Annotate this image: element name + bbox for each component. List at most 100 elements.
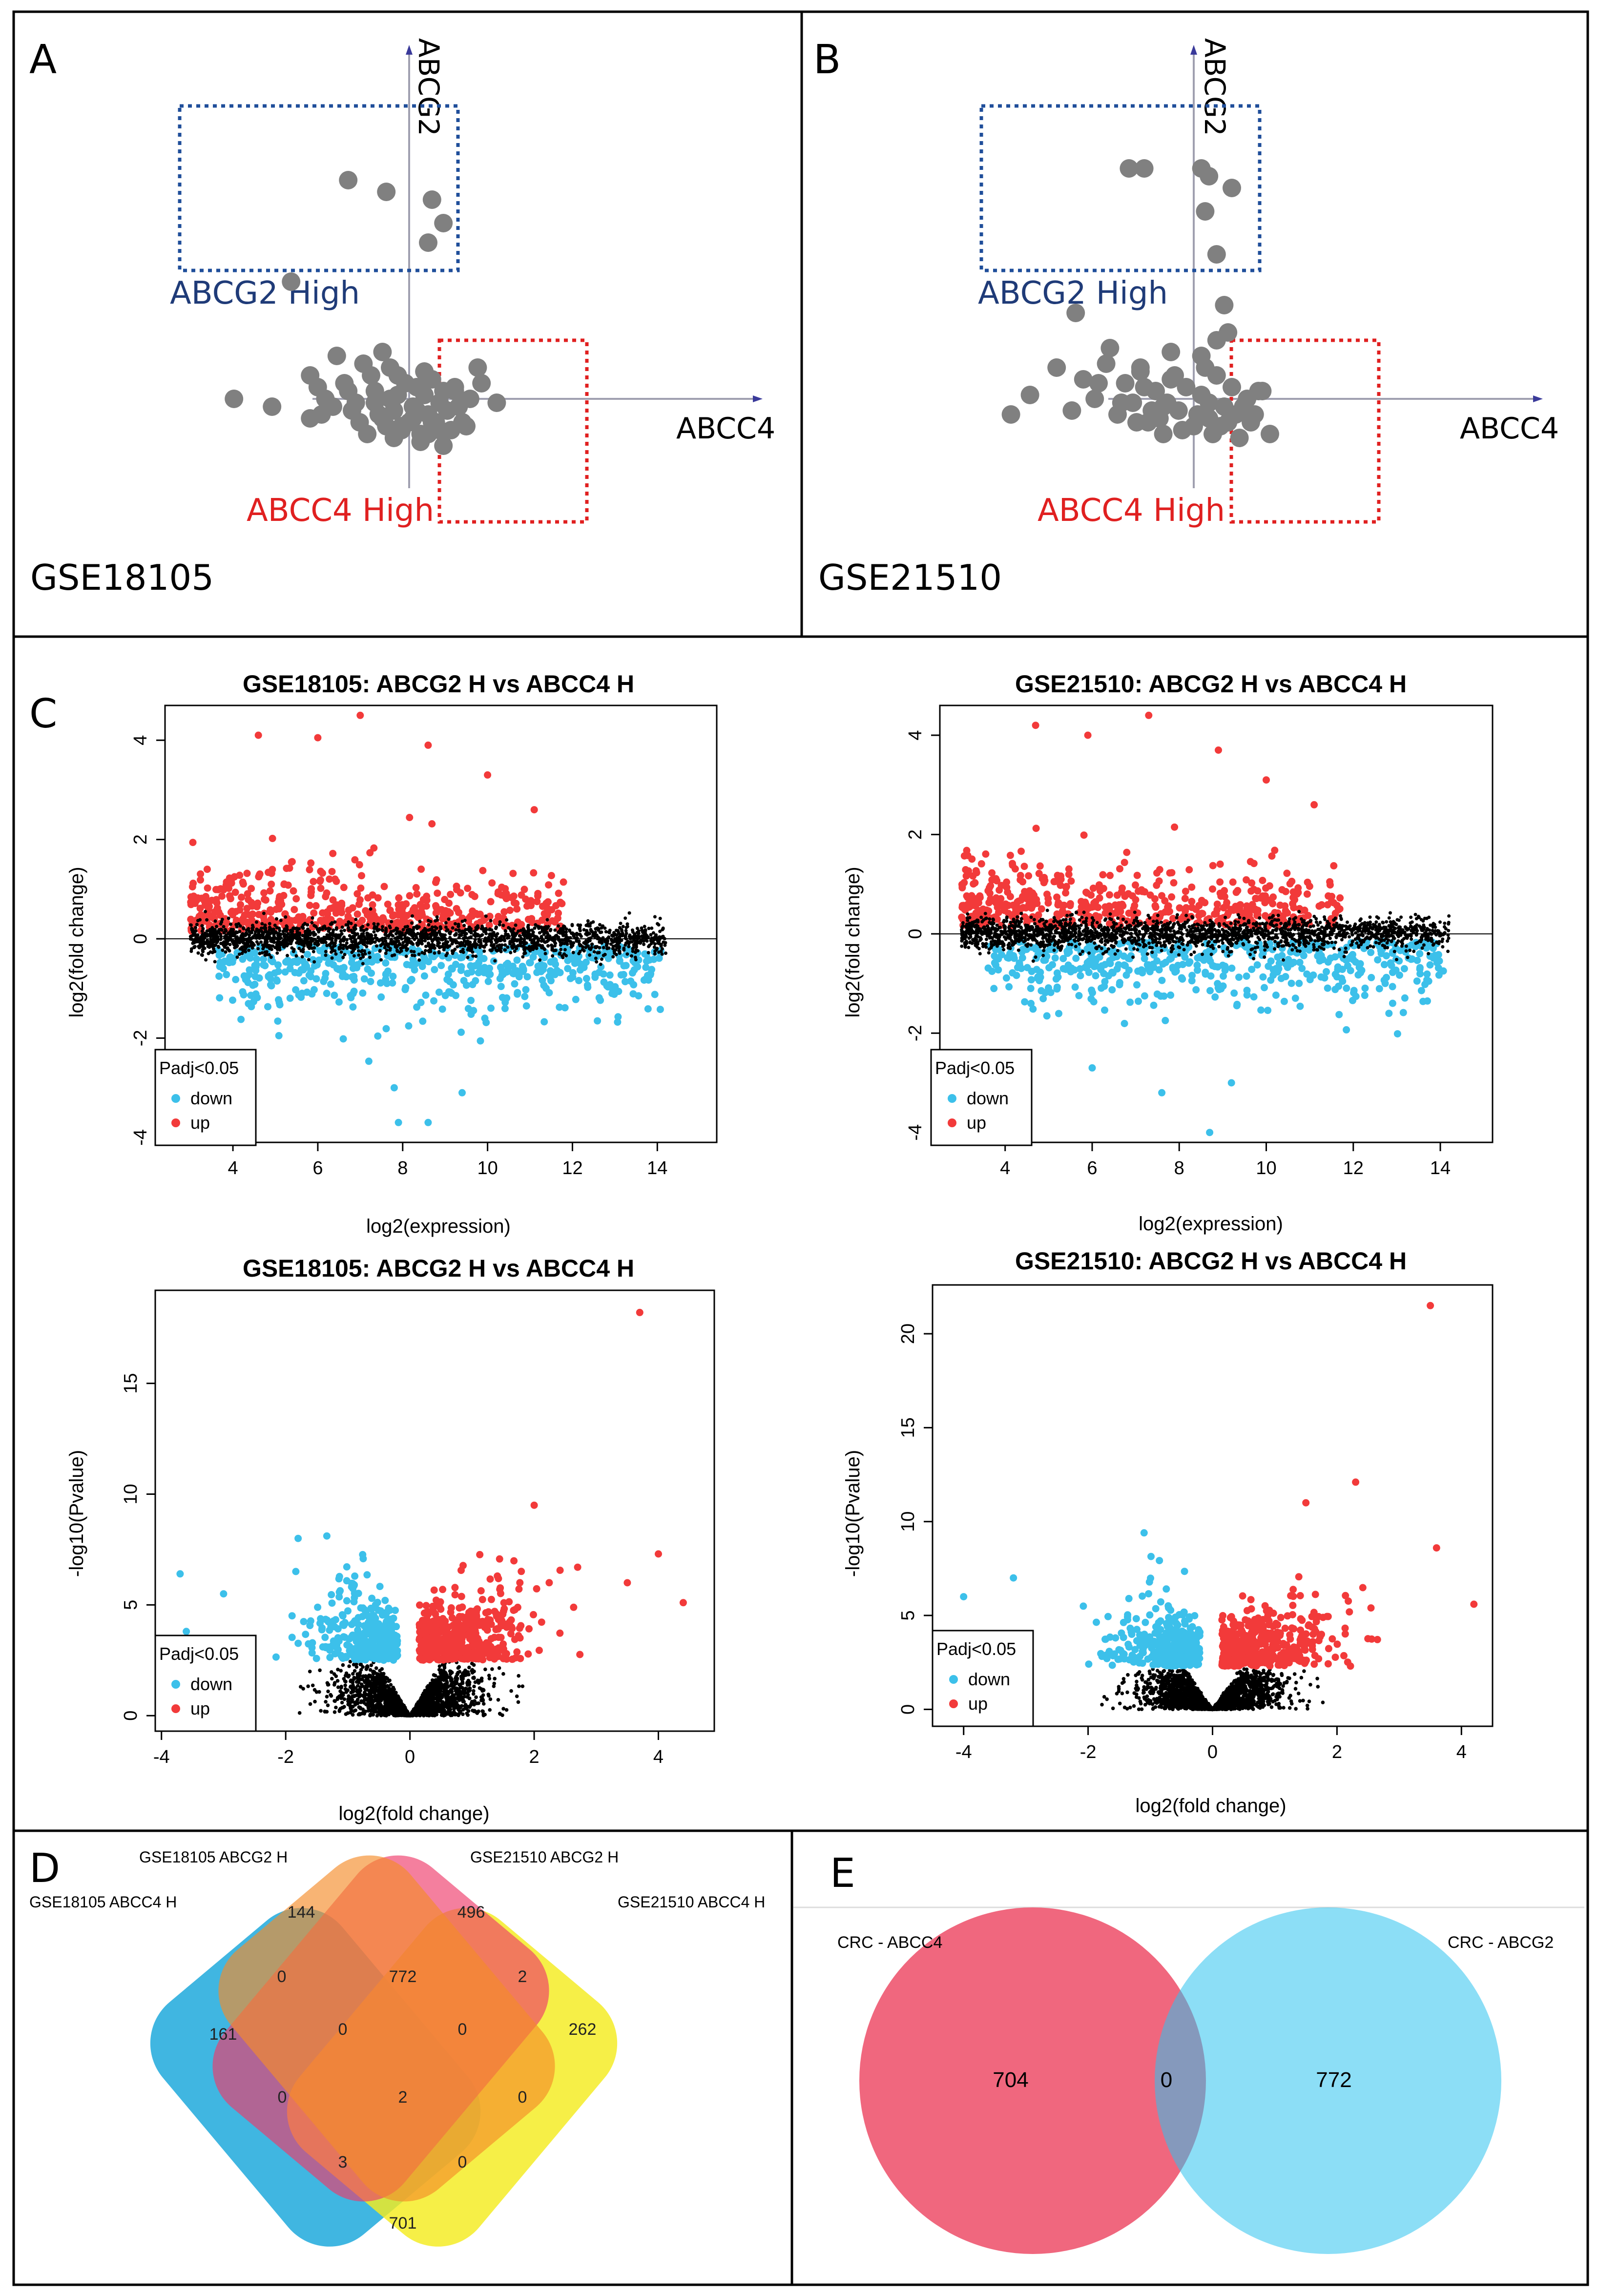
ma1-point	[267, 981, 274, 989]
ma2-title: GSE21510: ABCG2 H vs ABCC4 H	[1015, 670, 1407, 698]
ma2-point	[1229, 878, 1237, 886]
ma1-point	[487, 1004, 495, 1012]
ma2-point	[1272, 992, 1280, 999]
ma1-point	[255, 940, 259, 944]
ma1-point	[369, 933, 373, 937]
ma2-point	[1146, 913, 1150, 917]
ma1-point	[265, 972, 272, 980]
panel-a-abcg2-box	[178, 104, 460, 272]
ma1-point	[575, 939, 579, 943]
ma2-point	[1296, 958, 1304, 966]
ma1-point	[409, 955, 417, 963]
ma2-point	[1003, 884, 1011, 891]
ma2-point	[1361, 992, 1369, 999]
ma1-point	[429, 920, 433, 923]
ma2-point	[1216, 878, 1224, 886]
ma1-point	[407, 931, 411, 935]
ma2-point	[1326, 881, 1334, 889]
ma2-point	[1354, 971, 1362, 979]
ma2-point	[1116, 916, 1120, 920]
ma1-point	[443, 936, 447, 940]
ma1-point	[339, 1035, 347, 1043]
ma1-point	[259, 940, 263, 944]
ma1-point	[477, 1037, 484, 1045]
ma2-point	[1289, 888, 1297, 896]
ma2-point	[1221, 887, 1228, 894]
ma1-point	[353, 935, 356, 939]
ma1-point	[299, 912, 307, 920]
ma1-point	[489, 919, 493, 923]
ma1-point	[442, 946, 446, 950]
ma2-point	[1134, 967, 1142, 975]
ma1-point	[290, 946, 294, 950]
ma1-point	[194, 926, 197, 930]
ma1-point	[575, 952, 582, 960]
panel-a-letter: A	[29, 37, 57, 83]
ma2-point	[1079, 900, 1087, 908]
ma1-point	[268, 947, 271, 951]
ma1-point	[204, 910, 207, 913]
ma2-point	[1195, 922, 1199, 926]
ma2-point	[1377, 941, 1381, 945]
ma1-point	[499, 943, 503, 947]
ma2-point	[1162, 1016, 1169, 1024]
ma1-point	[565, 937, 569, 941]
ma2-point	[1297, 910, 1301, 913]
ma1-point	[279, 932, 283, 936]
ma1-point	[611, 955, 615, 959]
ma1-point	[257, 931, 261, 935]
ma2-point	[1374, 956, 1382, 964]
ma1-point	[519, 965, 527, 973]
ma1-point	[339, 933, 343, 937]
ma1-point	[634, 948, 638, 952]
ma1-point	[349, 946, 353, 950]
ma1-point	[410, 953, 414, 957]
ma1-point	[405, 1022, 413, 1030]
ma1-point	[501, 1005, 509, 1013]
ma2-point	[1019, 946, 1027, 953]
ma1-point	[195, 923, 199, 927]
panel-a-point	[415, 362, 434, 381]
ma2-point	[1016, 962, 1024, 970]
ma1-point	[514, 945, 518, 949]
ma2-point	[1243, 987, 1251, 994]
ma2-point	[1152, 919, 1155, 923]
ma1-point	[404, 939, 408, 943]
ma2-point	[1295, 979, 1303, 987]
ma2-xlabel: log2(expression)	[1139, 1213, 1283, 1235]
ma1-point	[415, 924, 419, 928]
ma1-point	[554, 941, 558, 945]
ma1-point	[471, 950, 475, 954]
ma1-point	[642, 964, 650, 971]
ma1-point	[288, 858, 295, 866]
ma2-point	[1316, 923, 1320, 927]
panel-b-point	[1001, 405, 1020, 424]
ma2-point	[1136, 948, 1140, 951]
ma2-point	[1417, 987, 1425, 994]
ma1-point	[619, 921, 623, 925]
ma1-point	[353, 910, 361, 918]
ma2-point	[1356, 960, 1364, 968]
ma1-legend: Padj<0.05 down up	[154, 1049, 257, 1146]
ma1-point	[406, 892, 414, 900]
ma1-point	[235, 955, 239, 959]
ma2-point	[1158, 941, 1162, 945]
ma1-point	[486, 971, 494, 978]
ma1-point	[505, 918, 509, 922]
ma1-point	[320, 940, 324, 944]
ma1-point	[473, 929, 477, 933]
panel-c-letter: C	[29, 691, 57, 737]
ma2-point	[1068, 964, 1076, 972]
ma1-point	[380, 942, 384, 946]
ma2-point	[1080, 831, 1088, 839]
ma1-point	[625, 941, 629, 944]
ma2-point	[1395, 958, 1398, 961]
ma1-point	[363, 952, 367, 956]
panel-b-abcc4-box	[1229, 338, 1381, 524]
ma1-point	[391, 934, 395, 938]
ma1-point	[301, 923, 305, 927]
ma2-point	[1329, 899, 1337, 907]
ma2-point	[1021, 888, 1029, 895]
ma2-point	[1017, 871, 1024, 879]
